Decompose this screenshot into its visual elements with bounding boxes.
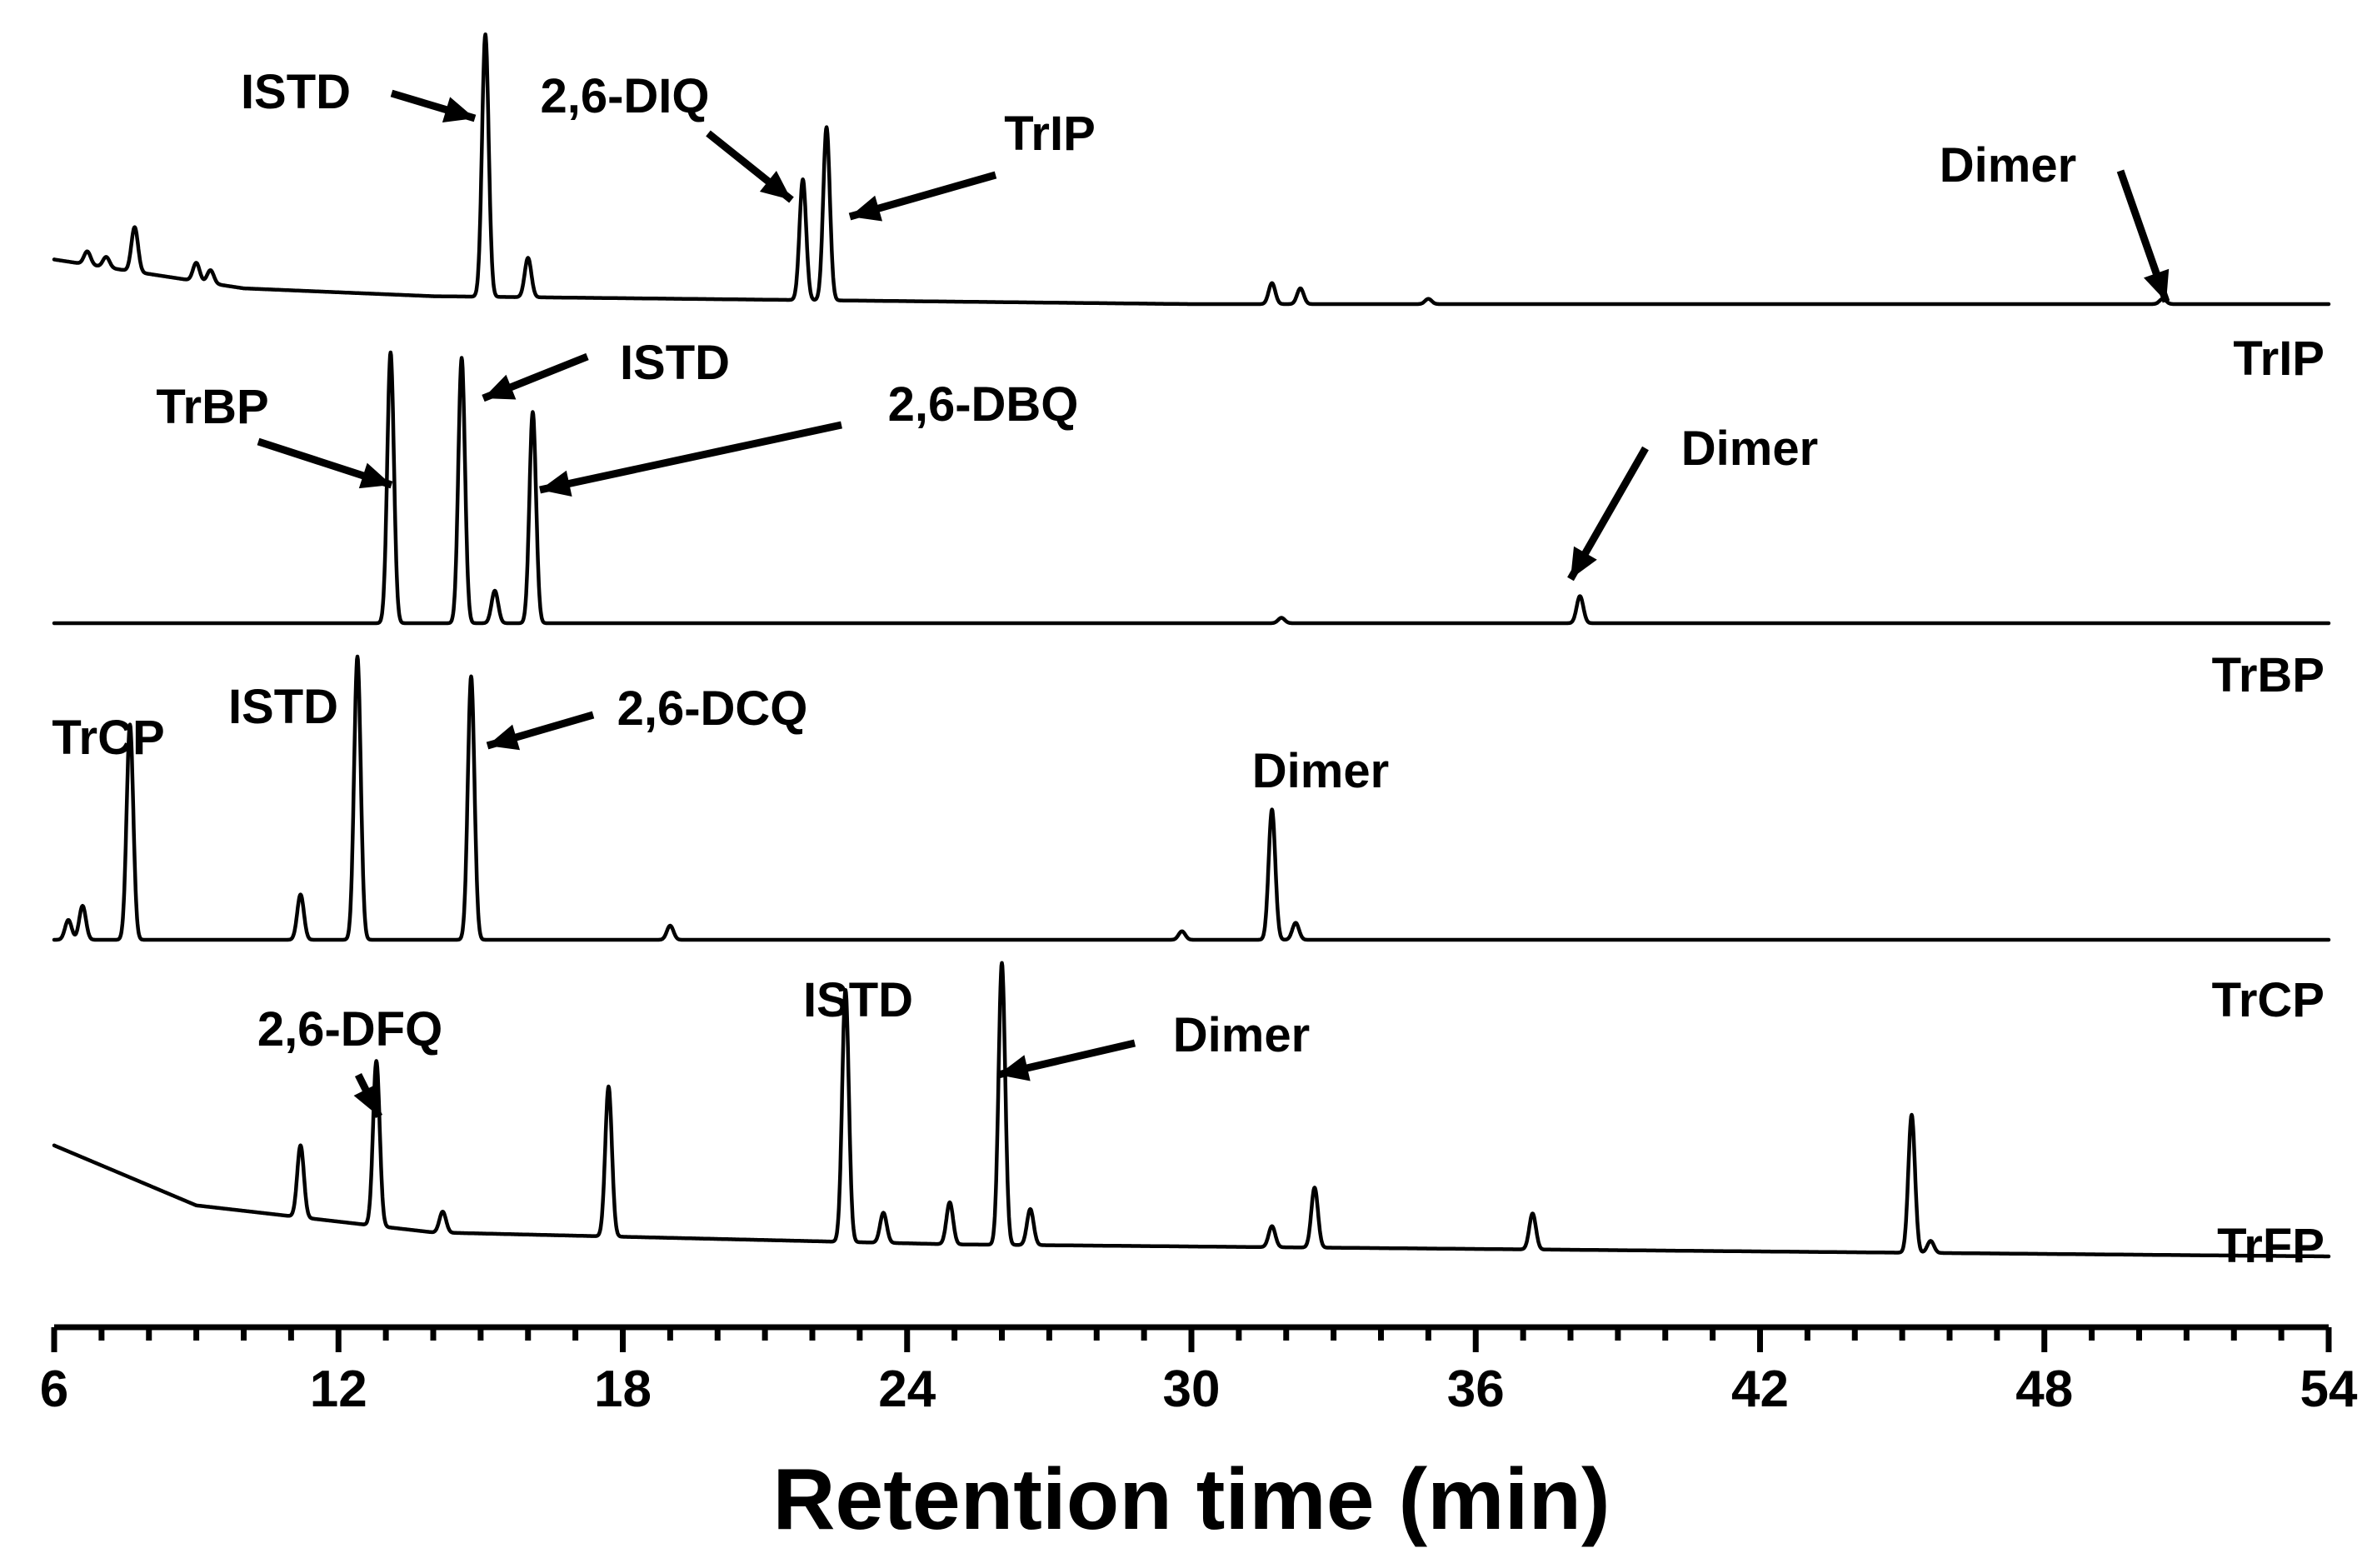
peak-label-trip-3: Dimer (1940, 138, 2076, 192)
peak-label-trfp-0-arrowhead (353, 1083, 379, 1116)
x-axis: 6 12 18 24 30 36 42 48 54 (40, 1324, 2358, 1418)
peak-label-trbp-3-arrowhead (1571, 546, 1597, 579)
peak-label-trip-2-arrowhead (850, 195, 883, 222)
peak-label-trbp-1-arrowhead (483, 374, 517, 400)
x-tick-label-30: 30 (1163, 1361, 1221, 1418)
peak-label-trcp-2: 2,6-DCQ (617, 682, 808, 736)
peak-label-trbp-2-arrow (539, 421, 842, 494)
x-tick-label-48: 48 (2015, 1361, 2073, 1418)
trace-name-trfp: TrFP (2217, 1219, 2325, 1273)
x-axis-title: Retention time (min) (772, 1451, 1610, 1548)
x-tick-label-36: 36 (1447, 1361, 1505, 1418)
trace-name-trip: TrIP (2233, 332, 2325, 386)
trace-trcp (52, 654, 2331, 942)
peak-label-trbp-1: ISTD (620, 336, 730, 390)
trace-name-trbp: TrBP (2212, 648, 2325, 702)
peak-label-trcp-1: ISTD (228, 680, 338, 734)
peak-label-trcp-0: TrCP (52, 711, 164, 765)
peak-label-group: TrIP ISTD 2,6-DIQ TrIP Dimer TrBP TrBP ISTD 2,6-… (52, 65, 2325, 1273)
peak-label-trip-1-arrowhead (759, 171, 792, 200)
x-axis-ticks: 6 12 18 24 30 36 42 48 54 (40, 1327, 2358, 1418)
peak-label-trcp-2-arrowhead (487, 724, 521, 751)
trace-name-trcp: TrCP (2212, 973, 2325, 1027)
x-tick-label-54: 54 (2300, 1361, 2358, 1418)
trace-trip (52, 32, 2331, 307)
peak-label-trip-0-arrowhead (442, 97, 475, 122)
peak-label-trfp-1: ISTD (803, 973, 913, 1027)
peak-label-trbp-2-arrowhead (540, 470, 572, 497)
x-tick-label-18: 18 (594, 1361, 652, 1418)
peak-label-trfp-2-arrowhead (998, 1055, 1031, 1081)
trace-group (52, 32, 2331, 1259)
peak-label-trfp-2: Dimer (1173, 1008, 1310, 1062)
peak-label-trbp-2: 2,6-DBQ (888, 377, 1079, 432)
x-tick-label-12: 12 (310, 1361, 367, 1418)
trace-trbp (52, 350, 2331, 626)
peak-label-trip-3-arrowhead (2143, 268, 2170, 302)
peak-label-trbp-3: Dimer (1681, 422, 1818, 476)
peak-label-trfp-0: 2,6-DFQ (257, 1002, 442, 1056)
x-tick-label-42: 42 (1731, 1361, 1789, 1418)
trace-trfp (52, 961, 2331, 1259)
x-tick-label-24: 24 (878, 1361, 936, 1418)
x-tick-label-6: 6 (40, 1361, 68, 1418)
peak-label-trip-0: ISTD (241, 65, 351, 119)
peak-label-trcp-3: Dimer (1252, 744, 1389, 798)
peak-label-trbp-0-arrowhead (358, 462, 392, 489)
peak-label-trip-2: TrIP (1004, 107, 1096, 161)
peak-label-trip-1: 2,6-DIQ (540, 69, 709, 123)
peak-label-trbp-0: TrBP (156, 380, 268, 434)
